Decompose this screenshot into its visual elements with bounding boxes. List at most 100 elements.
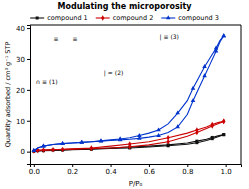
x-tick: 0.6 (144, 164, 156, 176)
x-axis: 0.0 0.2 0.4 0.6 0.8 1.0 (29, 164, 242, 176)
chart: 0.0 0.2 0.4 0.6 0.8 1.0 0 10 20 30 40 Modulating th… (0, 0, 249, 189)
series-marker (221, 33, 226, 37)
x-tick-label: 0.8 (182, 168, 193, 176)
series-marker (167, 144, 170, 147)
series (32, 119, 225, 154)
y-tick: 40 (16, 25, 30, 33)
legend-swatch (30, 17, 44, 18)
x-tick-label: 0.6 (144, 168, 156, 176)
series-marker (90, 146, 93, 152)
x-tick-mark (72, 164, 73, 167)
y-axis: 0 10 20 30 40 (16, 25, 30, 165)
series-marker (195, 140, 198, 143)
annotation: ≡ (53, 35, 58, 42)
legend-item: compound 1 (30, 14, 88, 22)
legend: compound 1 compound 2 compound 3 (30, 14, 219, 22)
series-marker (195, 127, 198, 133)
legend-marker (101, 15, 104, 21)
series-marker (32, 148, 37, 152)
series-marker (60, 141, 65, 145)
y-tick-mark (27, 152, 30, 153)
series-marker (51, 147, 54, 153)
series-marker (118, 137, 123, 141)
series-marker (156, 127, 161, 131)
y-tick-label: 0 (21, 148, 25, 156)
series-marker (156, 133, 161, 137)
y-tick-mark (27, 90, 30, 91)
legend-item: compound 3 (161, 14, 219, 22)
series-marker (80, 140, 85, 144)
legend-label: compound 1 (47, 14, 88, 22)
series-marker (128, 141, 131, 147)
series-marker (175, 124, 180, 128)
series-marker (191, 98, 196, 102)
series-line (34, 36, 224, 151)
annotation: (2) (115, 69, 124, 76)
series-marker (211, 122, 214, 128)
series (32, 33, 226, 152)
plot-frame (30, 25, 241, 164)
series-line (34, 121, 224, 151)
y-axis-line (27, 26, 31, 165)
plot-area (32, 33, 226, 154)
series-marker (118, 136, 123, 140)
y-tick-mark (27, 59, 30, 60)
legend-marker (166, 15, 171, 19)
y-tick: 20 (16, 87, 30, 95)
series-marker (60, 141, 65, 145)
series-marker (175, 110, 180, 114)
annotation: (1) (49, 78, 58, 85)
x-tick: 0.2 (67, 164, 78, 176)
x-tick: 0.4 (105, 164, 117, 176)
annotation: ≡ (73, 35, 78, 42)
series-marker (191, 86, 196, 90)
series-marker (32, 148, 35, 154)
series-marker (202, 73, 207, 77)
x-axis-line (31, 165, 242, 168)
x-tick: 1.0 (221, 164, 232, 176)
x-tick-mark (34, 164, 35, 167)
x-tick-mark (149, 164, 150, 167)
series (32, 33, 226, 152)
series-marker (222, 133, 225, 136)
legend-marker (36, 17, 39, 20)
annotation: ∩ ≡ (36, 78, 47, 85)
y-tick-label: 30 (16, 56, 25, 64)
series-marker (222, 119, 225, 125)
series-marker (222, 119, 225, 125)
series-marker (41, 143, 46, 147)
y-tick: 10 (16, 117, 30, 125)
x-tick-mark (111, 164, 112, 167)
y-tick-label: 10 (16, 117, 25, 125)
title: Modulating the microporosity (58, 2, 193, 11)
x-tick-label: 0.4 (105, 168, 117, 176)
x-tick-label: 0.0 (29, 168, 40, 176)
y-tick-label: 40 (16, 25, 25, 33)
series-line (34, 121, 224, 151)
y-tick: 30 (16, 56, 30, 64)
series-marker (166, 135, 169, 141)
series (34, 119, 226, 154)
annotations: ≡≡∩ ≡(1)| =(2)| ≡(3) (36, 33, 179, 85)
legend-item: compound 2 (96, 14, 154, 22)
x-tick: 0.8 (182, 164, 193, 176)
series-marker (202, 64, 207, 68)
series-marker (222, 133, 225, 136)
annotation: (3) (170, 33, 179, 40)
series-marker (221, 33, 226, 37)
y-tick-mark (27, 28, 30, 29)
annotation: | ≡ (159, 33, 168, 41)
legend-label: compound 2 (113, 14, 154, 22)
y-axis-title: Quantity adsorbed / cm³ g⁻¹ STP (4, 42, 12, 148)
x-tick-label: 0.2 (67, 168, 78, 176)
series-marker (99, 138, 104, 142)
series-marker (137, 133, 142, 137)
y-tick: 0 (21, 148, 30, 156)
x-tick-label: 1.0 (221, 168, 232, 176)
x-tick-mark (226, 164, 227, 167)
x-axis-title: P/P₀ (129, 180, 143, 188)
x-tick-mark (187, 164, 188, 167)
legend-label: compound 3 (178, 14, 219, 22)
series-marker (214, 46, 219, 50)
y-tick-mark (27, 121, 30, 122)
